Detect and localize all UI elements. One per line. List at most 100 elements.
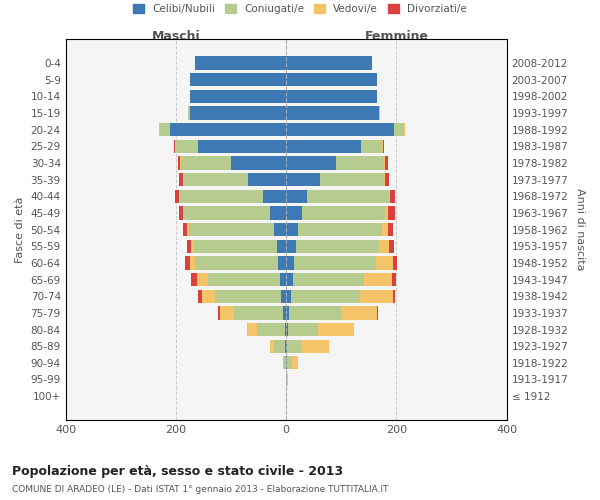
Bar xyxy=(388,223,393,236)
Bar xyxy=(191,273,197,286)
Bar xyxy=(286,206,302,220)
Bar xyxy=(385,206,388,220)
Bar xyxy=(298,223,382,236)
Bar xyxy=(286,223,298,236)
Legend: Celibi/Nubili, Coniugati/e, Vedovi/e, Divorziati/e: Celibi/Nubili, Coniugati/e, Vedovi/e, Di… xyxy=(129,0,471,18)
Bar xyxy=(284,323,286,336)
Bar xyxy=(359,290,392,303)
Bar xyxy=(179,190,181,203)
Bar xyxy=(286,290,290,303)
Bar xyxy=(394,123,404,136)
Bar xyxy=(277,240,286,253)
Bar xyxy=(269,340,274,353)
Bar xyxy=(160,123,170,136)
Bar xyxy=(263,190,286,203)
Bar xyxy=(384,173,385,186)
Bar xyxy=(231,156,286,170)
Bar xyxy=(194,240,277,253)
Bar xyxy=(295,256,376,270)
Bar xyxy=(286,56,371,70)
Bar xyxy=(257,323,284,336)
Bar xyxy=(286,323,288,336)
Bar xyxy=(292,356,298,370)
Bar xyxy=(286,306,289,320)
Bar xyxy=(195,56,286,70)
Bar xyxy=(281,290,286,303)
Bar xyxy=(179,206,183,220)
Bar xyxy=(218,306,220,320)
Bar xyxy=(208,273,280,286)
Bar xyxy=(388,206,395,220)
Bar xyxy=(376,256,392,270)
Bar xyxy=(175,190,179,203)
Bar xyxy=(382,223,388,236)
Bar xyxy=(307,190,389,203)
Bar xyxy=(286,240,296,253)
Bar xyxy=(293,273,364,286)
Bar xyxy=(389,240,394,253)
Bar xyxy=(286,256,295,270)
Bar xyxy=(286,73,377,86)
Bar xyxy=(361,140,382,153)
Bar xyxy=(285,340,286,353)
Bar xyxy=(198,290,202,303)
Bar xyxy=(184,173,248,186)
Bar xyxy=(197,273,208,286)
Bar xyxy=(392,290,395,303)
Bar xyxy=(188,223,274,236)
Bar xyxy=(274,223,286,236)
Bar xyxy=(288,323,318,336)
Text: Popolazione per età, sesso e stato civile - 2013: Popolazione per età, sesso e stato civil… xyxy=(12,465,343,478)
Bar xyxy=(392,256,397,270)
Bar xyxy=(283,306,286,320)
Bar xyxy=(385,156,388,170)
Bar xyxy=(274,340,285,353)
Bar xyxy=(392,273,397,286)
Bar xyxy=(190,73,286,86)
Bar xyxy=(301,340,329,353)
Bar xyxy=(188,106,190,120)
Bar xyxy=(287,356,292,370)
Bar xyxy=(176,140,198,153)
Bar xyxy=(182,223,187,236)
Bar xyxy=(179,173,183,186)
Bar xyxy=(220,306,234,320)
Bar xyxy=(190,106,286,120)
Bar xyxy=(234,306,283,320)
Bar xyxy=(247,323,257,336)
Bar xyxy=(404,123,405,136)
Y-axis label: Anni di nascita: Anni di nascita xyxy=(575,188,585,271)
Bar xyxy=(181,156,231,170)
Bar xyxy=(290,290,359,303)
Bar xyxy=(382,140,383,153)
Text: Femmine: Femmine xyxy=(364,30,428,43)
Bar xyxy=(184,206,269,220)
Bar xyxy=(286,106,379,120)
Text: COMUNE DI ARADEO (LE) - Dati ISTAT 1° gennaio 2013 - Elaborazione TUTTITALIA.IT: COMUNE DI ARADEO (LE) - Dati ISTAT 1° ge… xyxy=(12,485,389,494)
Bar xyxy=(278,256,286,270)
Bar xyxy=(286,156,336,170)
Bar xyxy=(320,173,384,186)
Bar xyxy=(286,340,287,353)
Bar xyxy=(183,206,184,220)
Bar xyxy=(391,190,395,203)
Bar xyxy=(187,240,191,253)
Bar xyxy=(185,256,190,270)
Bar xyxy=(280,273,286,286)
Bar xyxy=(198,140,286,153)
Bar xyxy=(318,323,354,336)
Bar xyxy=(195,256,278,270)
Bar xyxy=(286,273,293,286)
Bar xyxy=(286,140,361,153)
Bar xyxy=(302,206,385,220)
Bar xyxy=(183,173,184,186)
Bar xyxy=(287,373,288,386)
Bar xyxy=(187,223,188,236)
Bar xyxy=(202,290,215,303)
Bar xyxy=(286,190,307,203)
Bar xyxy=(174,140,175,153)
Bar xyxy=(215,290,281,303)
Bar xyxy=(289,306,341,320)
Bar xyxy=(283,356,286,370)
Bar xyxy=(336,156,385,170)
